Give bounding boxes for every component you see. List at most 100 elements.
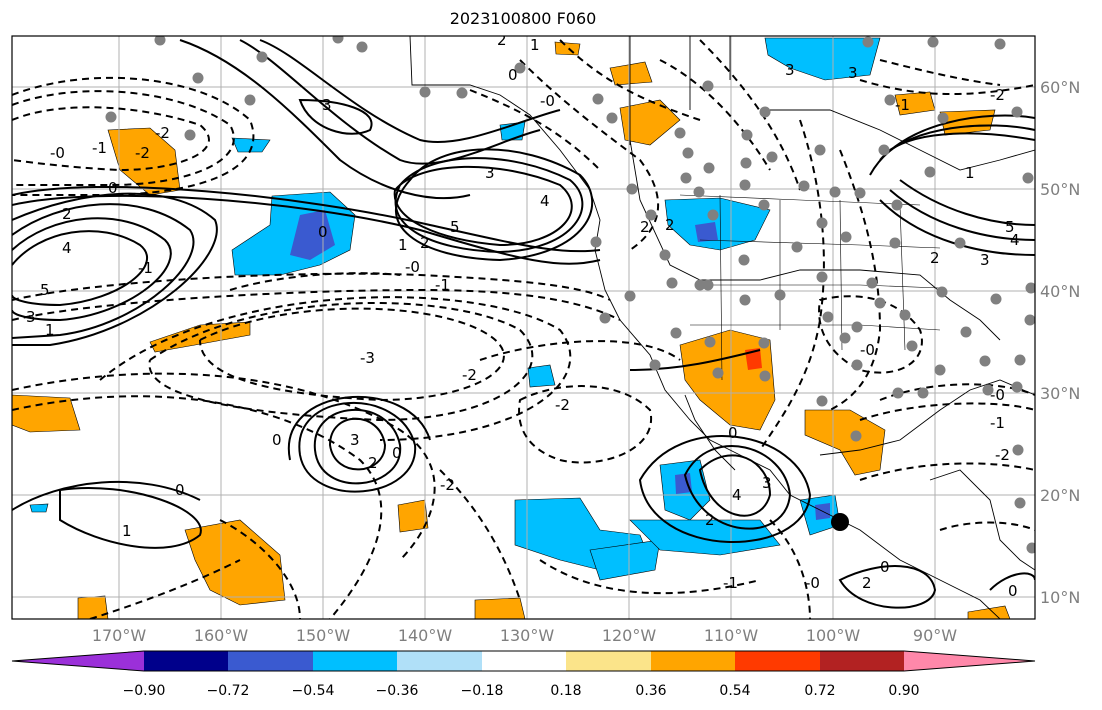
- contour-label: 3: [980, 251, 990, 269]
- contour-label: 0: [318, 223, 328, 241]
- anomaly-positive-region: [12, 394, 81, 433]
- colorbar-segment: [397, 651, 482, 671]
- contour-label: 5: [1005, 218, 1015, 236]
- lon-label: 170°W: [92, 626, 147, 645]
- colorbar-segment: [228, 651, 313, 671]
- colorbar-tick-label: −0.36: [376, 683, 419, 699]
- contour-label: 0: [880, 558, 890, 576]
- lon-label: 90°W: [913, 626, 957, 645]
- colorbar-segment: [144, 651, 228, 671]
- contour-label: 3: [762, 474, 772, 492]
- colorbar-segment: [482, 651, 566, 671]
- lon-label: 110°W: [704, 626, 759, 645]
- contour-label: 2: [862, 574, 872, 592]
- contour-label: -1: [92, 139, 107, 157]
- contour-label: 2: [665, 216, 675, 234]
- colorbar-tick-label: −0.90: [123, 683, 166, 699]
- colorbar-tick-label: 0.54: [719, 683, 750, 699]
- contour-label: -0: [990, 386, 1005, 404]
- colorbar-segment: [735, 651, 820, 671]
- contour-label: 2: [368, 454, 378, 472]
- anomaly-negative-region: [675, 473, 692, 494]
- contour-label: 2: [930, 249, 940, 267]
- lon-label: 130°W: [500, 626, 555, 645]
- contour-label: 0: [508, 66, 518, 84]
- anomaly-negative-region: [589, 539, 661, 581]
- station-markers: [105, 36, 1035, 554]
- state-borders: [679, 194, 941, 381]
- contour-label: 1: [45, 321, 55, 339]
- contour-label: -2: [440, 476, 455, 494]
- anomaly-positive-region: [619, 99, 681, 146]
- contour-label: 4: [540, 192, 550, 210]
- contour-label: 3: [485, 164, 495, 182]
- anomaly-negative-region: [764, 37, 881, 81]
- anomaly-positive-region: [609, 61, 653, 86]
- anomaly-negative-region: [231, 137, 271, 153]
- contour-label: -1: [990, 414, 1005, 432]
- longitude-axis: 170°W 160°W 150°W 140°W 130°W 120°W 110°…: [92, 626, 957, 645]
- contour-label: -2: [555, 396, 570, 414]
- colorbar-tick-label: −0.18: [461, 683, 504, 699]
- contour-label: -1: [435, 276, 450, 294]
- contour-label: 2: [497, 31, 507, 49]
- contour-label: 3: [848, 64, 858, 82]
- contour-label: -3: [360, 349, 375, 367]
- colorbar-segment: [566, 651, 651, 671]
- contour-label: 3: [26, 308, 36, 326]
- anomaly-negative-region: [290, 210, 335, 260]
- contour-label: -1: [895, 96, 910, 114]
- contour-label: 5: [40, 281, 50, 299]
- anomaly-positive-region: [397, 499, 429, 533]
- map-title: 2023100800 F060: [449, 9, 597, 28]
- contour-label: -2: [155, 124, 170, 142]
- contour-label: -2: [135, 144, 150, 162]
- contour-label: 2: [640, 218, 650, 236]
- map-frame: [11, 35, 1036, 620]
- contour-label: 0: [1008, 582, 1018, 600]
- colorbar-tick-label: 0.72: [804, 683, 835, 699]
- lon-label: 160°W: [194, 626, 249, 645]
- anomaly-negative-region: [664, 197, 771, 251]
- lat-label: 50°N: [1040, 180, 1080, 199]
- contour-label: 1: [398, 236, 408, 254]
- colorbar-segment: [12, 651, 144, 671]
- anomaly-positive-region: [554, 41, 581, 56]
- colorbar-segment: [904, 651, 1035, 671]
- colorbar-tick-label: −0.54: [292, 683, 335, 699]
- contour-label: -2: [995, 446, 1010, 464]
- contour-label: 4: [1010, 231, 1020, 249]
- anomaly-positive-region: [474, 597, 526, 619]
- shaded-fields: [12, 37, 1011, 619]
- colorbar-segment: [820, 651, 904, 671]
- latitude-axis: 60°N 50°N 40°N 30°N 20°N 10°N: [1040, 78, 1080, 607]
- anomaly-negative-region: [695, 222, 718, 242]
- contours-negative: [12, 39, 1035, 619]
- contour-label: 3: [322, 96, 332, 114]
- anomaly-positive-region: [967, 605, 1011, 619]
- contour-label: 2: [705, 511, 715, 529]
- colorbar-tick-label: −0.72: [207, 683, 250, 699]
- contour-label: 0: [728, 424, 738, 442]
- colorbar-tick-label: 0.18: [550, 683, 581, 699]
- contour-label: 1: [530, 36, 540, 54]
- map-area: -0 -1 -2 -2 5 4 3 2 1 0 5 4 3 2 1 3 0 0 …: [12, 31, 1035, 619]
- contour-label: 2: [62, 205, 72, 223]
- lat-label: 20°N: [1040, 486, 1080, 505]
- anomaly-positive-region: [804, 409, 886, 476]
- graticule: [12, 36, 1035, 619]
- anomaly-negative-region: [29, 503, 49, 513]
- contour-label: 0: [392, 444, 402, 462]
- lat-label: 10°N: [1040, 588, 1080, 607]
- contour-label: 4: [732, 486, 742, 504]
- colorbar-segment: [651, 651, 735, 671]
- contour-label: -1: [723, 574, 738, 592]
- contour-label: -0: [50, 144, 65, 162]
- contour-label: -2: [462, 366, 477, 384]
- contour-label: -0: [405, 258, 420, 276]
- lon-label: 150°W: [296, 626, 351, 645]
- lon-label: 120°W: [602, 626, 657, 645]
- contour-label: 2: [420, 234, 430, 252]
- colorbar-segment: [313, 651, 397, 671]
